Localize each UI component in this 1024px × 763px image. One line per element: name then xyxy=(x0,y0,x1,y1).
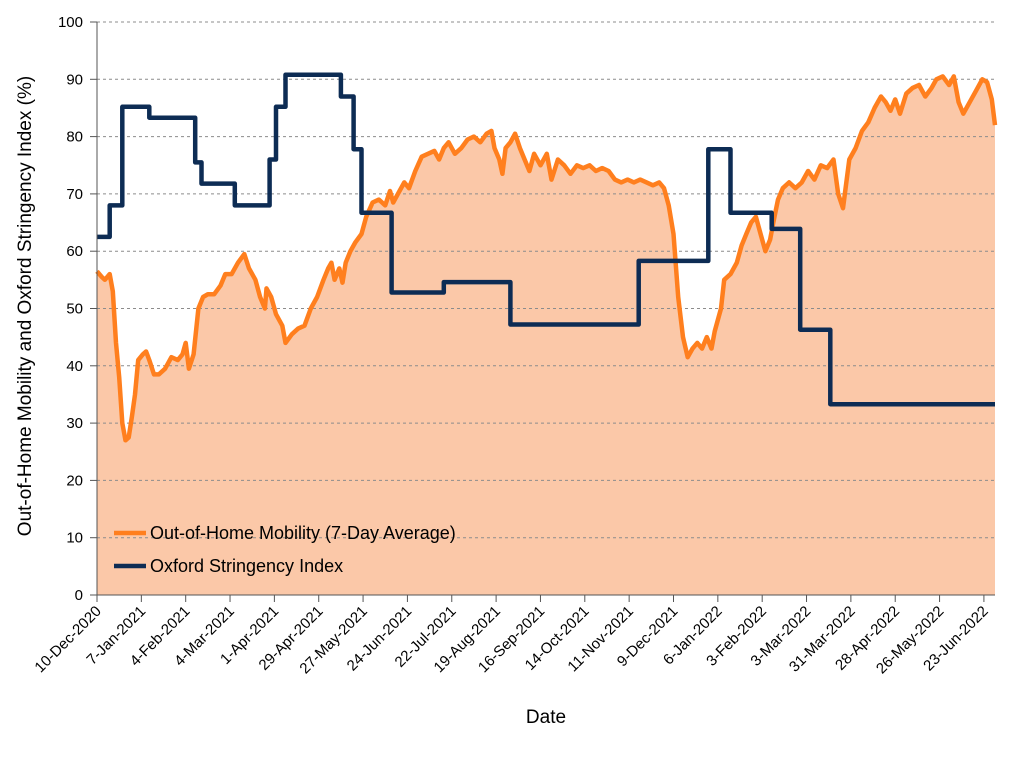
legend: Out-of-Home Mobility (7-Day Average) Oxf… xyxy=(114,523,456,576)
y-tick-labels: 0 10 20 30 40 50 60 70 80 90 100 xyxy=(58,14,83,604)
x-axis-title: Date xyxy=(526,707,566,728)
legend-label-mobility: Out-of-Home Mobility (7-Day Average) xyxy=(150,523,456,543)
y-tick-label: 10 xyxy=(66,530,83,547)
stringency-line xyxy=(97,72,995,407)
mobility-line xyxy=(95,74,998,443)
y-tick-label: 100 xyxy=(58,14,83,31)
y-tick-label: 0 xyxy=(75,587,83,604)
y-tick-label: 40 xyxy=(66,358,83,375)
gridlines xyxy=(90,21,995,596)
y-tick-label: 80 xyxy=(66,129,83,146)
area-layer xyxy=(97,76,995,595)
y-tick-label: 60 xyxy=(66,243,83,260)
mobility-area xyxy=(97,76,995,595)
y-tick-label: 30 xyxy=(66,415,83,432)
y-tick-label: 20 xyxy=(66,472,83,489)
y-tick-label: 90 xyxy=(66,71,83,88)
line-layer xyxy=(95,72,998,443)
legend-label-stringency: Oxford Stringency Index xyxy=(150,556,343,576)
y-axis-title: Out-of-Home Mobility and Oxford Stringen… xyxy=(15,76,36,536)
y-tick-label: 70 xyxy=(66,186,83,203)
y-tick-label: 50 xyxy=(66,301,83,318)
axes xyxy=(96,22,995,602)
